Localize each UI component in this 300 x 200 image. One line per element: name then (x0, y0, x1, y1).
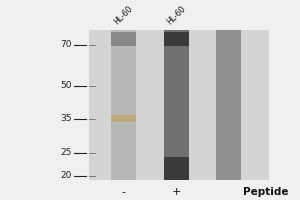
Bar (164, 30, 188, 180)
Text: 25: 25 (60, 148, 71, 157)
Text: 50: 50 (60, 81, 71, 90)
Text: 20: 20 (60, 171, 71, 180)
Text: 70: 70 (60, 40, 71, 49)
Text: HL-60: HL-60 (165, 4, 187, 26)
Bar (111, 32, 136, 46)
Text: -: - (122, 187, 126, 197)
Bar (164, 32, 188, 46)
Bar (89, 30, 269, 180)
Bar (111, 115, 136, 122)
Text: HL-60: HL-60 (112, 4, 135, 26)
Bar (216, 30, 241, 180)
Bar (111, 30, 136, 180)
Bar (164, 157, 188, 180)
Text: +: + (171, 187, 181, 197)
Text: 35: 35 (60, 114, 71, 123)
Text: Peptide: Peptide (243, 187, 289, 197)
